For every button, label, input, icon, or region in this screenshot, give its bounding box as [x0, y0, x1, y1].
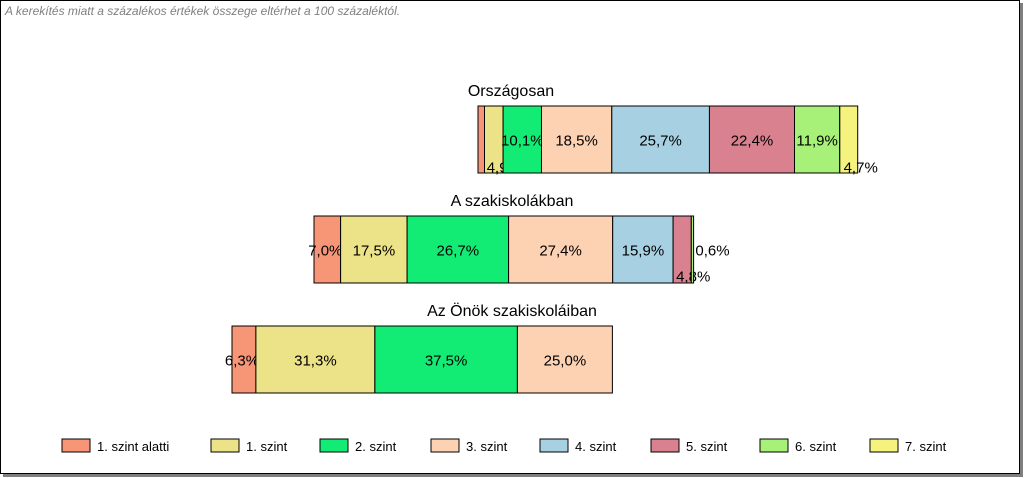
bar-segment: [612, 215, 674, 284]
value-label: 26,7%: [437, 243, 480, 260]
legend-label: 7. szint: [905, 439, 947, 454]
bar-segment: [313, 215, 342, 284]
value-label: 25,7%: [639, 133, 682, 150]
bar-segment: [794, 105, 841, 174]
value-label: 37,5%: [425, 353, 468, 370]
bar-segment: [516, 325, 613, 394]
legend-swatch: [61, 438, 91, 453]
group-title: A szakiskolákban: [451, 193, 574, 210]
legend-swatch: [869, 438, 899, 453]
group-title: Az Önök szakiskoláiban: [427, 302, 597, 320]
legend-label: 1. szint: [246, 439, 288, 454]
bar-segment: [508, 215, 614, 284]
bar-segment: [374, 325, 518, 394]
legend-swatch: [539, 438, 569, 453]
value-label: 22,4%: [731, 133, 774, 150]
legend-swatch: [319, 438, 349, 453]
value-label: 6,3%: [225, 353, 259, 370]
legend-swatch: [650, 438, 680, 453]
value-label: 17,5%: [353, 243, 396, 260]
group-title: Országosan: [468, 83, 554, 100]
legend-swatch: [430, 438, 460, 453]
value-label: 11,9%: [796, 133, 837, 150]
value-label: 25,0%: [544, 353, 587, 370]
bar-segment: [406, 215, 510, 284]
bar-segment: [502, 105, 543, 174]
bar-segment: [839, 105, 859, 174]
bars-layer: Országosan1,7%4,9%10,1%18,5%25,7%22,4%11…: [225, 83, 878, 394]
legend-swatch: [210, 438, 240, 453]
value-label: 10,1%: [501, 133, 544, 150]
legend-label: 6. szint: [795, 439, 837, 454]
value-label: 15,9%: [622, 243, 665, 260]
value-label: 4,7%: [844, 160, 878, 177]
legend-label: 4. szint: [575, 439, 617, 454]
rounding-note: A kerekítés miatt a százalékos értékek ö…: [5, 4, 401, 18]
legend-label: 3. szint: [466, 439, 508, 454]
value-label: 31,3%: [294, 353, 337, 370]
value-label: 0,6%: [695, 243, 729, 260]
legend: 1. szint alatti 1. szint 2. szint 3. szint 4…: [61, 438, 947, 454]
legend-label: 2. szint: [355, 439, 397, 454]
bar-segment: [255, 325, 376, 394]
value-label: 7,0%: [308, 243, 342, 260]
bar-segment: [477, 105, 485, 174]
legend-swatch: [759, 438, 789, 453]
legend-label: 5. szint: [686, 439, 728, 454]
bar-segment: [690, 215, 695, 284]
value-label: 27,4%: [539, 243, 582, 260]
value-label: 18,5%: [555, 133, 598, 150]
legend-label: 1. szint alatti: [97, 439, 169, 454]
